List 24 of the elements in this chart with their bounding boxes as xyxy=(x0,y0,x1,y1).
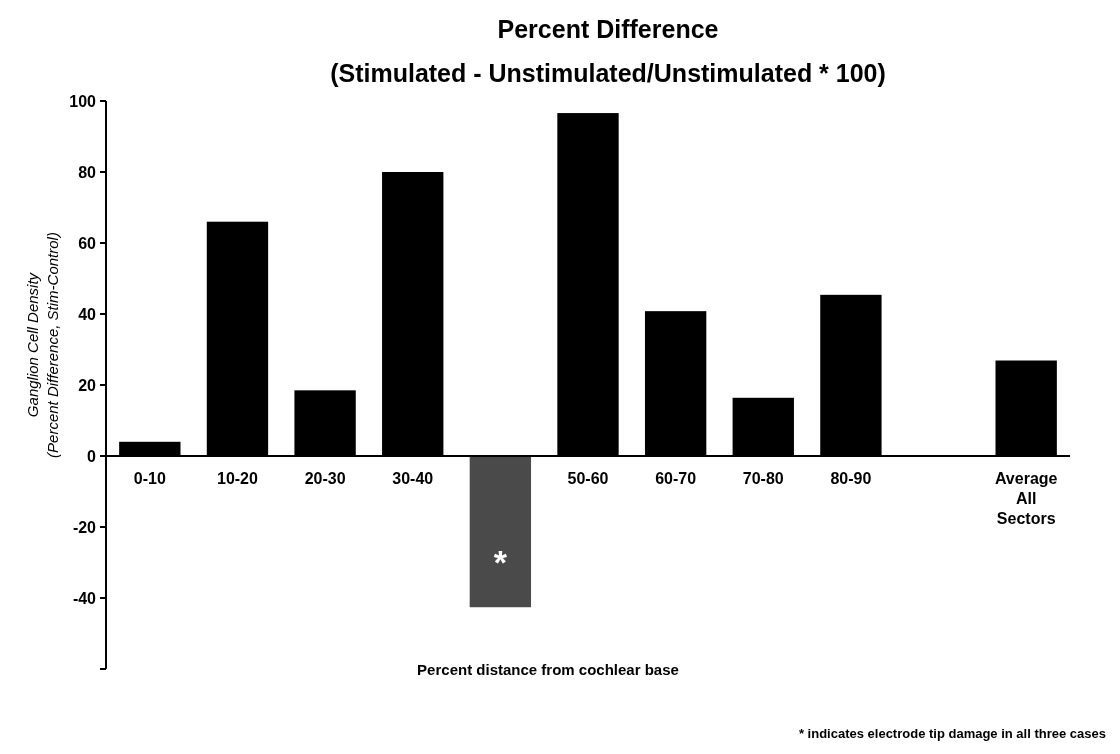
annotation: * xyxy=(493,542,508,581)
x-tick-label: 70-80 xyxy=(742,470,784,487)
bar xyxy=(469,456,532,608)
y-tick-label: 80 xyxy=(78,163,97,181)
x-tick-label: 20-30 xyxy=(304,470,346,487)
y-tick-label: 100 xyxy=(69,92,97,110)
chart-subtitle: (Stimulated - Unstimulated/Unstimulated * 100) xyxy=(330,59,886,87)
x-tick-label: 50-60 xyxy=(567,470,609,487)
text: * indicates electrode tip damage in all three cases xyxy=(798,726,1106,741)
y-tick-label: -40 xyxy=(72,589,97,607)
chart-title: Percent Difference xyxy=(497,15,719,43)
y-tick-label: 60 xyxy=(78,234,97,252)
x-tick-label: 80-90 xyxy=(830,470,872,487)
x-tick-label: 0-10 xyxy=(133,470,166,487)
x-tick-label: 30-40 xyxy=(392,470,434,487)
x-tick-label: 10-20 xyxy=(216,470,259,487)
x-axis-title: Percent distance from cochlear base xyxy=(417,661,679,678)
y-axis-title: Ganglion Cell Density (Percent Difference, Stim-Control) xyxy=(24,232,61,458)
y-tick-label: 20 xyxy=(78,376,97,394)
y-tick-label: 0 xyxy=(87,447,97,465)
x-tick-label: Average All Sectors xyxy=(994,470,1058,527)
y-tick-label: -20 xyxy=(72,518,97,536)
x-tick-label: 60-70 xyxy=(655,470,697,487)
y-tick-label: 40 xyxy=(78,305,97,323)
